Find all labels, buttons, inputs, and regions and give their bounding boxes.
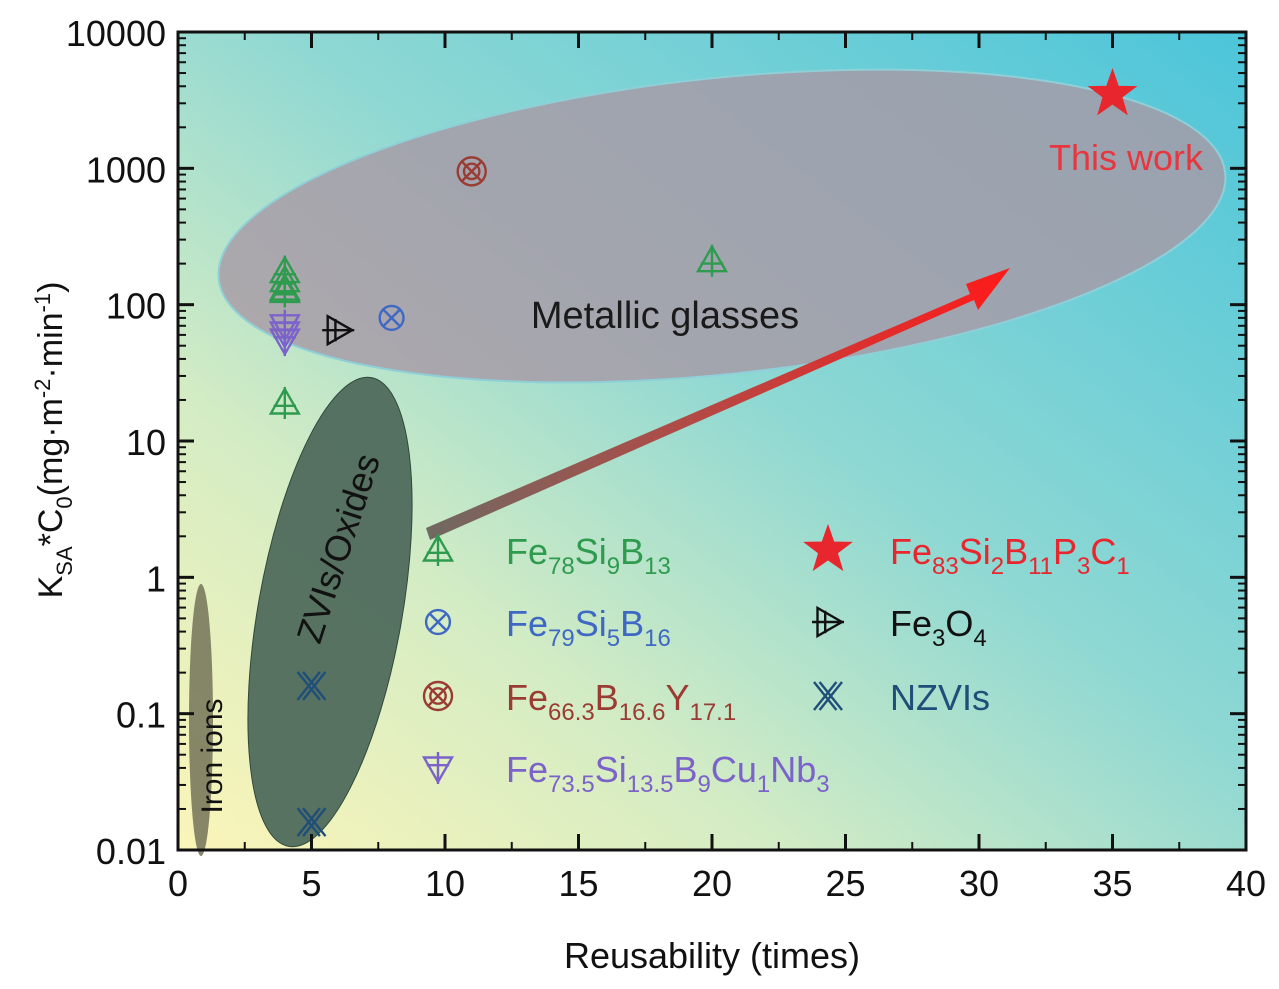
legend-marker [803, 523, 853, 572]
y-tick-label: 100 [106, 286, 166, 327]
trend-arrow [426, 268, 1010, 540]
x-tick-label: 25 [825, 863, 865, 904]
legend-label: Fe73.5Si13.5B9Cu1Nb3 [506, 749, 830, 798]
legend-label: NZVIs [890, 677, 990, 718]
data-point [296, 671, 327, 701]
region-zvis-oxides [247, 376, 413, 848]
plot-frame [176, 30, 1248, 852]
region-label-iron-ions: Iron ions [196, 698, 229, 813]
data-point [456, 156, 487, 187]
y-tick-label: 1000 [86, 149, 166, 190]
legend-marker [813, 681, 843, 711]
data-point [695, 244, 729, 277]
legend-label: Fe66.3B16.6Y17.1 [506, 677, 736, 726]
legend-marker [422, 680, 454, 712]
data-point [378, 304, 405, 331]
x-tick-label: 10 [425, 863, 465, 904]
data-point [268, 324, 301, 357]
region-iron-ions [189, 584, 213, 856]
data-point [268, 275, 301, 308]
legend-marker [424, 608, 452, 636]
annotation-this-work: This work [1049, 137, 1204, 178]
x-tick-label: 15 [558, 863, 598, 904]
x-tick-label: 35 [1092, 863, 1132, 904]
legend-marker [421, 752, 455, 785]
region-metallic-glasses [217, 68, 1227, 384]
y-tick-label: 0.01 [96, 831, 166, 872]
legend-label: Fe83Si2B11P3C1 [890, 531, 1130, 580]
x-tick-label: 5 [301, 863, 321, 904]
legend-label: Fe78Si9B13 [506, 531, 671, 580]
x-tick-label: 20 [692, 863, 732, 904]
y-axis-label: KSA*C0(mg·m-2·min-1) [30, 282, 77, 599]
data-point [1087, 68, 1138, 116]
x-tick-label: 0 [168, 863, 188, 904]
legend-marker [421, 533, 455, 566]
legend-label: Fe3O4 [890, 603, 987, 652]
data-point [296, 807, 327, 837]
legend: Fe78Si9B13 Fe79Si5B16 Fe66.3B16.6Y17.1 Fe73… [421, 523, 1130, 798]
legend-marker [812, 605, 845, 639]
data-point [268, 386, 301, 419]
data-markers [268, 68, 1138, 837]
y-tick-label: 10 [126, 422, 166, 463]
x-axis-label: Reusability (times) [564, 935, 860, 976]
x-axis-ticks: 0 5 10 15 20 25 30 35 40 [168, 32, 1266, 904]
y-tick-label: 1 [146, 558, 166, 599]
x-tick-label: 40 [1226, 863, 1266, 904]
x-tick-label: 30 [959, 863, 999, 904]
region-label-metallic-glasses: Metallic glasses [531, 295, 799, 337]
legend-label: Fe79Si5B16 [506, 603, 671, 652]
regions [189, 68, 1227, 856]
y-tick-label: 0.1 [116, 695, 166, 736]
data-point [322, 314, 355, 347]
y-tick-label: 10000 [66, 13, 166, 54]
